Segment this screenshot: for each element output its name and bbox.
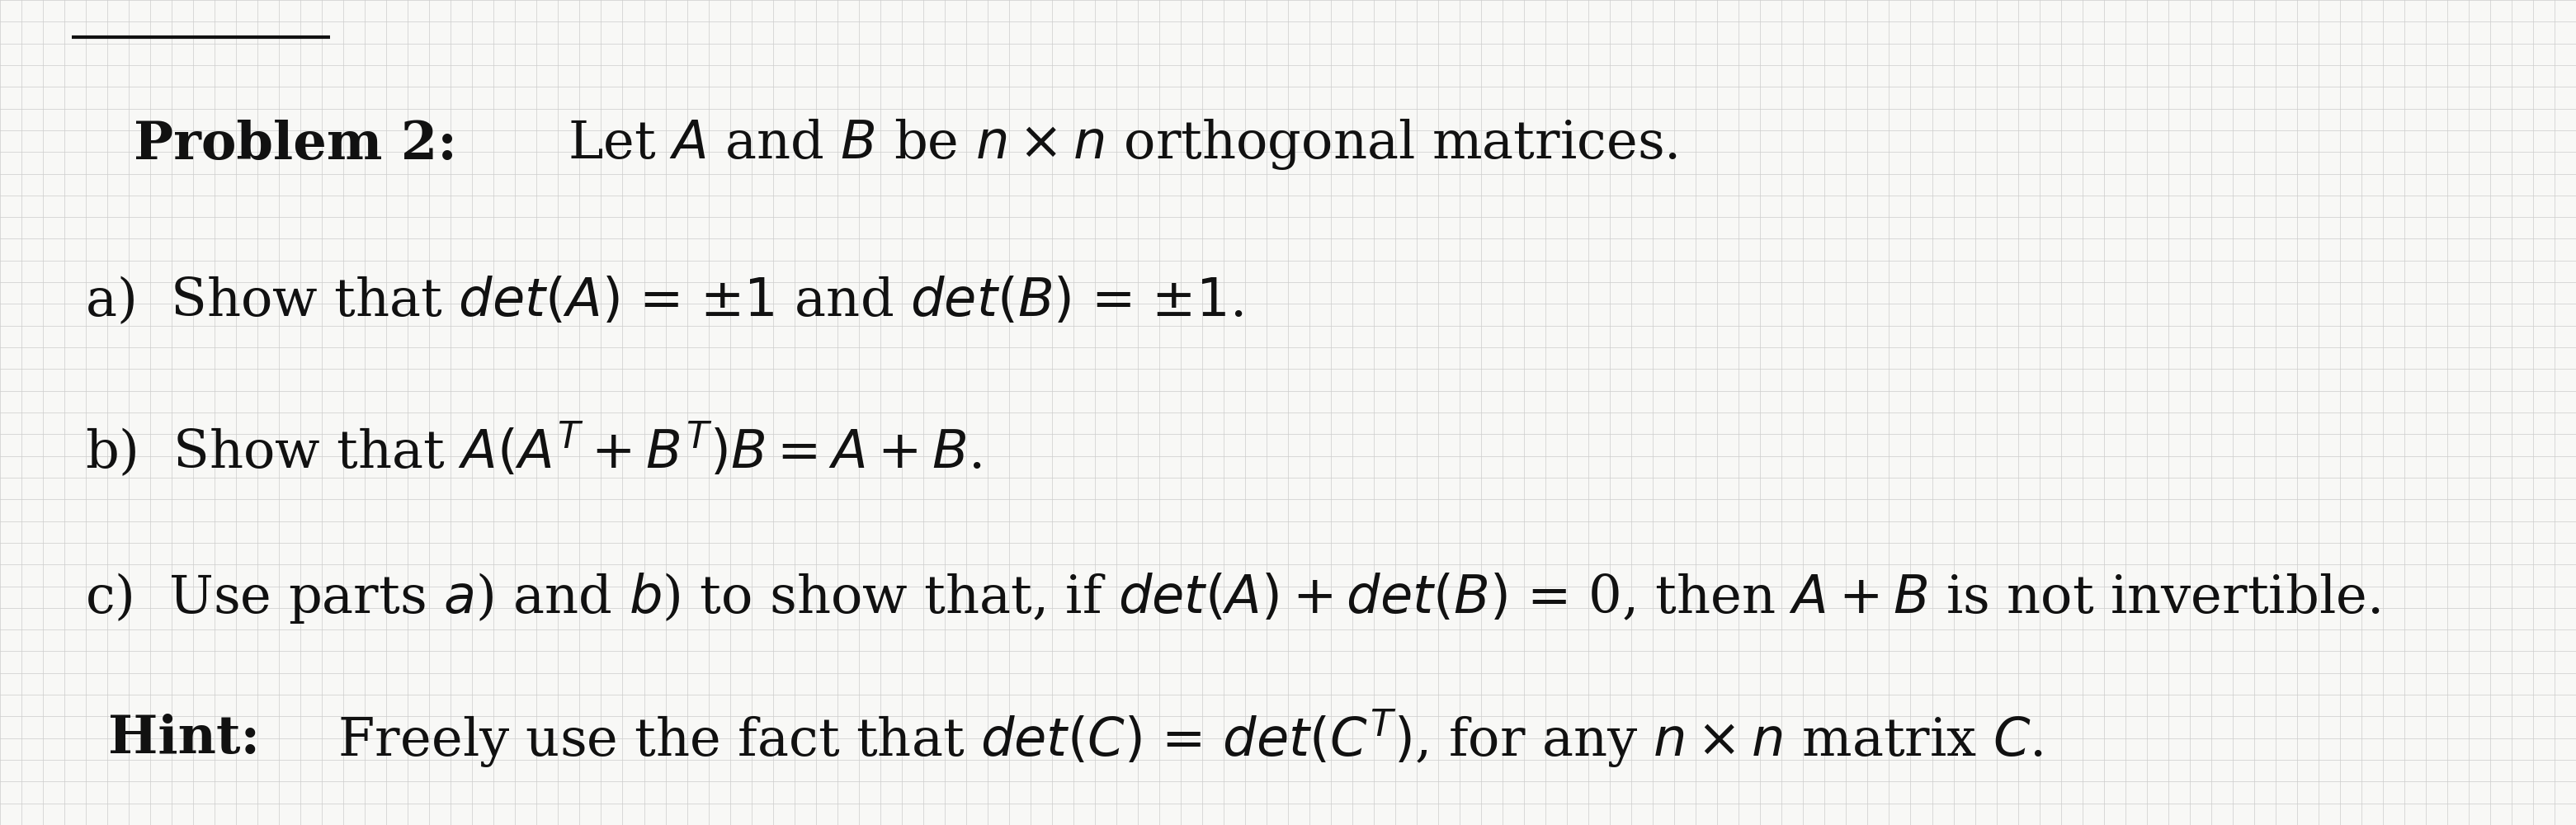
Text: Problem 2:: Problem 2: <box>134 119 459 170</box>
Text: Let $\mathit{A}$ and $\mathit{B}$ be $n \times n$ orthogonal matrices.: Let $\mathit{A}$ and $\mathit{B}$ be $n … <box>551 116 1677 172</box>
Text: c)  Use parts $\mathit{a}$) and $\mathit{b}$) to show that, if $\mathit{det}(\ma: c) Use parts $\mathit{a}$) and $\mathit{… <box>85 571 2380 625</box>
Text: Freely use the fact that $\mathit{det}(\mathit{C})$ = $\mathit{det}(\mathit{C}^T: Freely use the fact that $\mathit{det}(\… <box>304 707 2043 770</box>
Text: Hint:: Hint: <box>108 713 260 764</box>
Text: b)  Show that $\mathit{A}(\mathit{A}^T + \mathit{B}^T)\mathit{B} = \mathit{A} + : b) Show that $\mathit{A}(\mathit{A}^T + … <box>85 420 981 479</box>
Text: a)  Show that $\mathit{det}(\mathit{A})$ = $\pm1$ and $\mathit{det}(\mathit{B})$: a) Show that $\mathit{det}(\mathit{A})$ … <box>85 276 1242 327</box>
